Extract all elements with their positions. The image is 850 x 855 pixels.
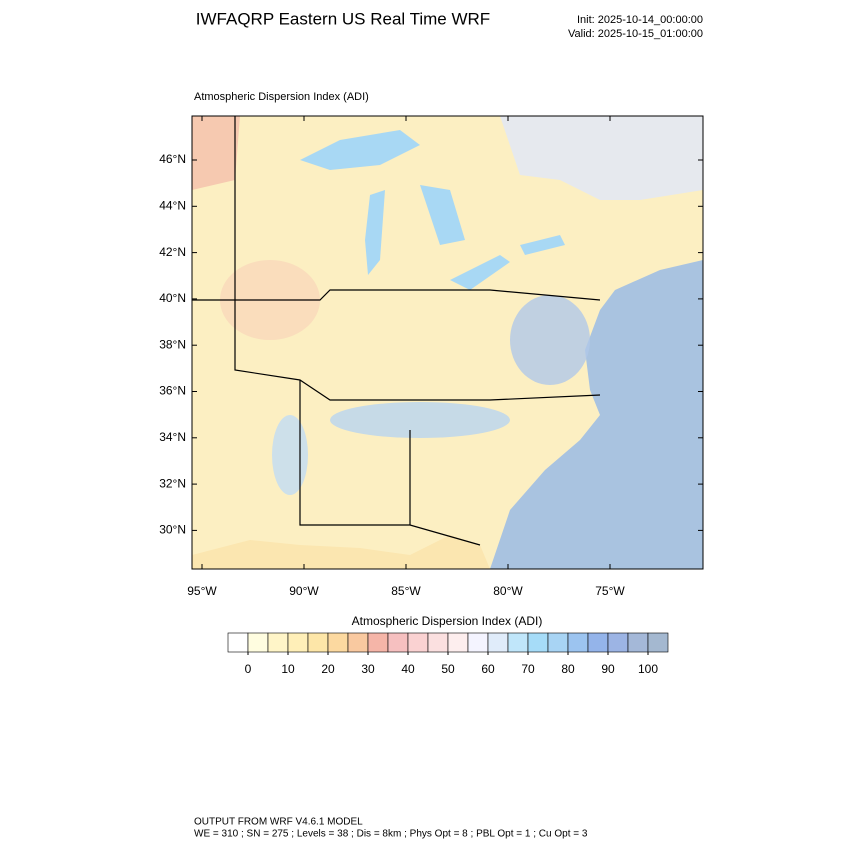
footer-line: WE = 310 ; SN = 275 ; Levels = 38 ; Dis … xyxy=(194,829,588,840)
boundary xyxy=(192,289,601,301)
lat-label: 46°N xyxy=(159,152,186,166)
colorbar-title: Atmospheric Dispersion Index (ADI) xyxy=(352,614,543,628)
colorbar-box xyxy=(287,632,309,653)
colorbar-box xyxy=(587,632,609,653)
colorbar-label: 100 xyxy=(638,662,658,676)
colorbar-box xyxy=(247,632,269,653)
title: IWFAQRP Eastern US Real Time WRF xyxy=(196,9,490,28)
colorbar-label: 0 xyxy=(245,662,252,676)
colorbar-box xyxy=(647,632,669,653)
boundary xyxy=(299,380,481,546)
colorbar-box xyxy=(327,632,349,653)
colorbar-label: 90 xyxy=(601,662,615,676)
colorbar-box xyxy=(227,632,249,653)
colorbar-box xyxy=(487,632,509,653)
colorbar-box xyxy=(407,632,429,653)
colorbar-box xyxy=(607,632,629,653)
colorbar-label: 10 xyxy=(281,662,295,676)
lon-label: 95°W xyxy=(187,584,217,598)
colorbar-box xyxy=(447,632,469,653)
lat-label: 30°N xyxy=(159,523,186,537)
colorbar-box xyxy=(627,632,649,653)
colorbar-box xyxy=(347,632,369,653)
lat-label: 32°N xyxy=(159,476,186,490)
lon-label: 75°W xyxy=(595,584,625,598)
colorbar-label: 50 xyxy=(441,662,455,676)
adi-high xyxy=(272,415,308,495)
init-time: Init: 2025-10-14_00:00:00 xyxy=(577,14,703,26)
lon-label: 85°W xyxy=(391,584,421,598)
colorbar-label: 40 xyxy=(401,662,415,676)
lon-label: 80°W xyxy=(493,584,523,598)
adi-high xyxy=(510,295,590,385)
colorbar-label: 70 xyxy=(521,662,535,676)
lat-label: 36°N xyxy=(159,384,186,398)
lake-michigan xyxy=(365,190,385,275)
colorbar-box xyxy=(527,632,549,653)
lat-label: 44°N xyxy=(159,198,186,212)
colorbar-box xyxy=(547,632,569,653)
map xyxy=(191,115,704,570)
colorbar-box xyxy=(387,632,409,653)
lat-label: 40°N xyxy=(159,291,186,305)
lake-erie xyxy=(450,255,510,290)
lat-label: 42°N xyxy=(159,245,186,259)
colorbar-label: 30 xyxy=(361,662,375,676)
lon-label: 90°W xyxy=(289,584,319,598)
map-frame xyxy=(191,115,704,570)
colorbar-box xyxy=(567,632,589,653)
atlantic xyxy=(490,260,703,569)
lake-huron xyxy=(420,185,465,245)
colorbar-box xyxy=(467,632,489,653)
colorbar-label: 20 xyxy=(321,662,335,676)
colorbar-label: 80 xyxy=(561,662,575,676)
colorbar-box xyxy=(267,632,289,653)
colorbar-box xyxy=(307,632,329,653)
shade xyxy=(192,116,240,190)
valid-time: Valid: 2025-10-15_01:00:00 xyxy=(568,28,703,40)
adi-high xyxy=(330,402,510,438)
lat-label: 38°N xyxy=(159,337,186,351)
lake-ontario xyxy=(520,235,565,255)
lake-superior xyxy=(300,130,420,170)
colorbar-box xyxy=(367,632,389,653)
colorbar-label: 60 xyxy=(481,662,495,676)
gulf xyxy=(192,535,490,569)
lat-label: 34°N xyxy=(159,430,186,444)
colorbar-box xyxy=(427,632,449,653)
map-subtitle: Atmospheric Dispersion Index (ADI) xyxy=(194,91,369,103)
canada xyxy=(500,116,703,200)
colorbar-box xyxy=(507,632,529,653)
footer-line: OUTPUT FROM WRF V4.6.1 MODEL xyxy=(194,817,363,828)
boundary xyxy=(234,116,601,401)
